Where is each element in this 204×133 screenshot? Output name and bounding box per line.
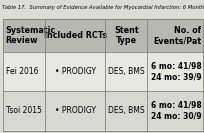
Text: Table 17.  Summary of Evidence Available for Myocardial Infarction: 6 Months Ver: Table 17. Summary of Evidence Available … [2,5,204,10]
Bar [3,91,203,130]
Bar [3,19,203,131]
Text: Fei 2016: Fei 2016 [6,67,38,76]
Text: Systematic
Review: Systematic Review [6,26,56,45]
Text: • PRODIGY: • PRODIGY [55,67,96,76]
Text: DES, BMS: DES, BMS [108,106,145,115]
Text: No. of
Events/Pat: No. of Events/Pat [153,26,201,45]
Bar [3,52,203,91]
Text: 6 mo: 41/98
24 mo: 30/9: 6 mo: 41/98 24 mo: 30/9 [151,101,201,121]
Text: • PRODIGY: • PRODIGY [55,106,96,115]
Bar [3,19,203,131]
Text: Stent
Type: Stent Type [114,26,139,45]
Text: 6 mo: 41/98
24 mo: 39/9: 6 mo: 41/98 24 mo: 39/9 [151,62,201,81]
Bar [3,19,203,52]
Text: DES, BMS: DES, BMS [108,67,145,76]
Text: Included RCTs: Included RCTs [44,31,107,40]
Text: Tsoi 2015: Tsoi 2015 [6,106,41,115]
